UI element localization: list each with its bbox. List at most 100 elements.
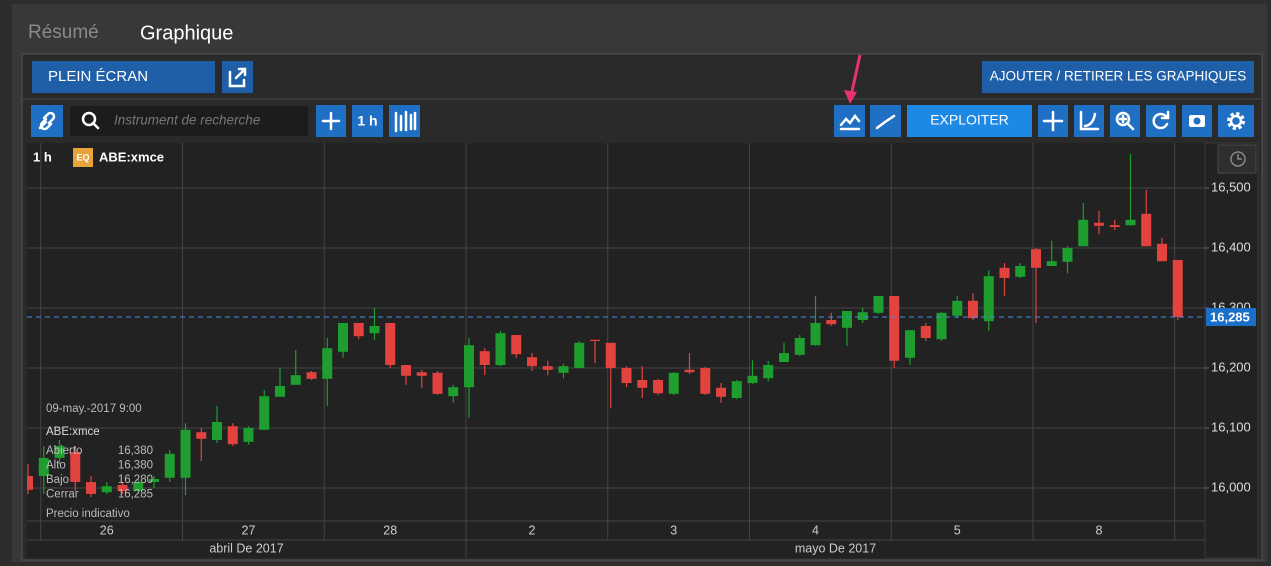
month-label: abril De 2017 <box>209 541 283 555</box>
reset-icon <box>1152 110 1170 130</box>
candle-body <box>968 300 978 319</box>
x-tick-label: 28 <box>383 523 397 537</box>
candle-body <box>1062 248 1073 262</box>
clock-icon <box>1237 154 1242 160</box>
plus-icon <box>321 111 341 131</box>
add-remove-button[interactable] <box>982 61 1254 93</box>
last-price-box <box>1206 308 1256 326</box>
candle-body <box>369 326 380 334</box>
candle-body <box>243 428 254 442</box>
crosshair-icon <box>1042 110 1064 132</box>
candle-body <box>590 339 600 341</box>
candle-body <box>731 381 742 398</box>
search-icon <box>91 121 100 130</box>
candle-body <box>1046 261 1057 266</box>
x-tick-label: 26 <box>100 523 114 537</box>
candle-body <box>605 342 616 368</box>
overlay: 1 h EQ ABE:xmce 09-may.-2017 9:00 ABE:xm… <box>33 148 164 520</box>
candle-body <box>86 482 96 494</box>
candle-body <box>810 323 821 346</box>
candle-body <box>999 267 1010 278</box>
plot <box>27 143 1205 521</box>
reset-button[interactable] <box>1146 105 1176 137</box>
candle-body <box>1078 219 1089 247</box>
candle-body <box>826 320 837 325</box>
candle-body <box>558 366 569 373</box>
tab[interactable]: Résumé <box>28 22 99 43</box>
button-label: 1 h <box>357 113 377 129</box>
link-icon <box>38 111 56 131</box>
tab-active[interactable]: Graphique <box>140 22 233 44</box>
zoom-button[interactable] <box>1110 105 1140 137</box>
tooltip-value: 16,380 <box>118 445 153 457</box>
interval: 1 h <box>33 149 52 164</box>
candle-body <box>936 312 947 340</box>
y-tick-label: 16,200 <box>1211 359 1251 374</box>
button-label: PLEIN ÉCRAN <box>48 68 148 85</box>
search-box[interactable] <box>70 106 308 136</box>
tooltip-label: Abierto <box>46 445 82 457</box>
candle-body <box>401 365 411 376</box>
search-icon <box>81 111 97 127</box>
settings-button[interactable] <box>1218 105 1254 137</box>
candle-body <box>857 312 868 320</box>
candle-body <box>133 482 144 491</box>
candle-body <box>212 422 222 440</box>
candle-body <box>416 372 427 376</box>
settings-icon <box>1229 114 1243 128</box>
instrument: ABE:xmce <box>99 149 164 164</box>
x-tick-label: 5 <box>954 523 961 537</box>
candle-body <box>196 432 207 439</box>
candle-body <box>353 323 364 337</box>
candle-body <box>511 335 522 355</box>
tooltip-time: 09-may.-2017 9:00 <box>46 403 142 415</box>
candle-body <box>164 453 175 478</box>
badge <box>73 148 93 167</box>
candle-body <box>495 333 506 365</box>
exploit-button[interactable] <box>907 105 1032 137</box>
candles-icon <box>394 110 417 133</box>
fullscreen-button[interactable] <box>32 61 215 93</box>
candle-body <box>448 387 459 397</box>
button-label: EXPLOITER <box>930 112 1009 128</box>
candle-body <box>1141 213 1152 247</box>
candle-body <box>574 342 585 368</box>
scale-icon <box>1079 110 1100 131</box>
candle-body <box>117 485 128 491</box>
clock-button[interactable] <box>1217 144 1257 174</box>
x-tick-label: 2 <box>529 523 536 537</box>
candle-body <box>1109 225 1120 227</box>
clock-icon <box>1230 151 1246 167</box>
candle-body <box>101 486 112 493</box>
y-tick-label: 16,000 <box>1211 479 1251 494</box>
candle-body <box>27 476 33 490</box>
candle-body <box>794 338 805 355</box>
candle-body <box>763 365 774 379</box>
candle-body <box>338 323 348 352</box>
tooltip-value: 16,280 <box>118 474 153 486</box>
candle-body <box>668 372 679 394</box>
x-tick-label: 3 <box>670 523 677 537</box>
interval-button[interactable] <box>352 105 383 137</box>
candle-body <box>700 368 711 394</box>
x-tick-label: 27 <box>242 523 256 537</box>
tooltip-instrument: ABE:xmce <box>46 426 100 438</box>
link-button[interactable] <box>31 105 63 137</box>
scale-button[interactable] <box>1074 105 1104 137</box>
candle-body <box>180 429 191 478</box>
candle-body <box>1157 243 1167 262</box>
candle-body <box>1031 249 1041 268</box>
candle-body <box>542 366 553 370</box>
candle-body <box>920 326 931 338</box>
chart-area <box>27 143 1205 558</box>
candle-body <box>842 311 852 328</box>
month-label: mayo De 2017 <box>795 541 876 555</box>
arrow <box>849 54 862 97</box>
y-tick-label: 16,400 <box>1211 239 1251 254</box>
x-tick-label: 4 <box>812 523 819 537</box>
candle-body <box>873 296 884 313</box>
badge-label: EQ <box>76 152 89 162</box>
tooltip-label: Bajo <box>46 474 69 486</box>
candle-body <box>290 375 301 385</box>
candle-body <box>70 452 81 482</box>
